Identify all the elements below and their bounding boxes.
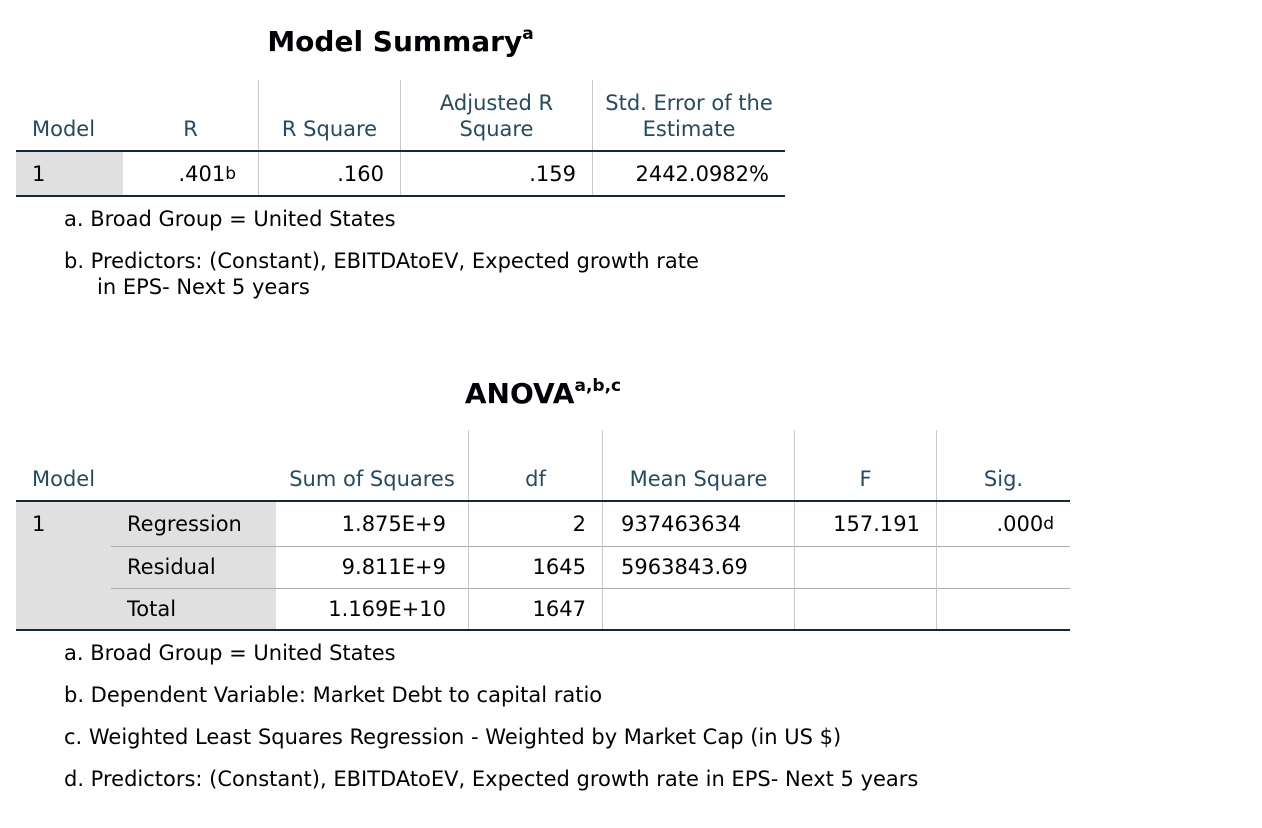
column-header: Sum of Squares: [276, 430, 468, 500]
data-cell: 1.169E+10: [276, 588, 468, 630]
data-cell: 1645: [468, 546, 602, 588]
data-cell-text: 1.169E+10: [328, 597, 446, 621]
data-cell: .401 b: [123, 152, 258, 195]
row-label: Total: [111, 588, 276, 630]
column-header-text: Model: [32, 117, 96, 141]
data-cell-text: 1.875E+9: [341, 512, 446, 536]
column-header-text: Sum of Squares: [289, 467, 455, 491]
data-cell-text: 2: [572, 512, 586, 536]
column-header: Mean Square: [602, 430, 794, 500]
data-cell: .159: [400, 152, 592, 195]
row-rule: [111, 588, 1070, 589]
data-cell: 2442.0982%: [592, 152, 785, 195]
footnote-marker: d: [1043, 514, 1054, 534]
column-header: Sig.: [936, 430, 1070, 500]
row-label: Regression: [111, 502, 276, 546]
footnote: c. Weighted Least Squares Regression - W…: [64, 724, 1064, 750]
column-header: Model: [16, 430, 276, 500]
table-title-text: Model Summary: [267, 25, 523, 58]
footnote-marker: a,b,c: [574, 376, 622, 396]
bottom-rule: [16, 195, 785, 197]
footnote-text: b. Dependent Variable: Market Debt to ca…: [64, 683, 603, 707]
table-title: Model Summarya: [16, 24, 785, 58]
footnote: d. Predictors: (Constant), EBITDAtoEV, E…: [64, 766, 1064, 792]
column-header-text: df: [525, 467, 546, 491]
footnote-marker: a: [522, 24, 534, 44]
column-header-text: Adjusted R Square: [439, 91, 554, 141]
data-cell: 1647: [468, 588, 602, 630]
row-label-text: Total: [127, 597, 177, 621]
footnote: b. Predictors: (Constant), EBITDAtoEV, E…: [64, 248, 724, 300]
header-rule: [16, 150, 785, 152]
footnote: a. Broad Group = United States: [64, 640, 1064, 666]
row-label: 1: [16, 152, 123, 195]
bottom-rule: [16, 629, 1070, 631]
column-header: Adjusted R Square: [400, 80, 592, 150]
footnote-marker: b: [225, 163, 236, 184]
row-label-text: Residual: [127, 555, 216, 579]
footnote-text: b. Predictors: (Constant), EBITDAtoEV, E…: [64, 249, 699, 299]
column-header: Model: [16, 80, 123, 150]
data-cell: [936, 546, 1070, 588]
model-column: [16, 502, 276, 630]
row-label: Residual: [111, 546, 276, 588]
row-label-text: 1: [32, 161, 46, 186]
row-label: 1: [16, 502, 111, 546]
data-cell: .000 d: [936, 502, 1070, 546]
data-cell: 1.875E+9: [276, 502, 468, 546]
footnote: a. Broad Group = United States: [64, 206, 724, 232]
data-cell-text: 937463634: [621, 512, 742, 536]
footnote: b. Dependent Variable: Market Debt to ca…: [64, 682, 1064, 708]
column-header-text: Std. Error of the Estimate: [605, 91, 773, 141]
table-title: ANOVAa,b,c: [16, 376, 1070, 410]
data-cell-text: 1647: [532, 597, 586, 621]
data-cell: 2: [468, 502, 602, 546]
data-cell: 157.191: [794, 502, 936, 546]
data-cell-text: .160: [337, 161, 384, 186]
data-cell: [794, 588, 936, 630]
data-cell-text: 1645: [532, 555, 586, 579]
footnote-text: a. Broad Group = United States: [64, 641, 396, 665]
column-header-text: Sig.: [983, 467, 1024, 491]
table-title-text: ANOVA: [464, 377, 575, 410]
column-header: df: [468, 430, 602, 500]
footnote-text: d. Predictors: (Constant), EBITDAtoEV, E…: [64, 767, 919, 791]
data-cell: [602, 588, 794, 630]
data-cell: 9.811E+9: [276, 546, 468, 588]
data-cell: [936, 588, 1070, 630]
row-label-text: 1: [32, 512, 46, 536]
header-rule: [16, 500, 1070, 502]
data-cell-text: 2442.0982%: [635, 161, 769, 186]
column-header-text: Model: [32, 467, 96, 491]
row-rule: [111, 546, 1070, 547]
data-cell: 937463634: [602, 502, 794, 546]
column-header: R: [123, 80, 258, 150]
data-cell-text: .000: [996, 512, 1044, 536]
data-cell-text: 157.191: [833, 512, 920, 536]
column-header-text: F: [859, 467, 872, 491]
column-header-text: R Square: [281, 117, 378, 141]
data-cell-text: 5963843.69: [621, 555, 748, 579]
footnote-text: c. Weighted Least Squares Regression - W…: [64, 725, 842, 749]
data-cell: 5963843.69: [602, 546, 794, 588]
column-header-text: R: [183, 117, 198, 141]
data-cell: [794, 546, 936, 588]
data-cell: .160: [258, 152, 400, 195]
column-header-text: Mean Square: [629, 467, 768, 491]
footnote-text: a. Broad Group = United States: [64, 207, 396, 231]
row-label-text: Regression: [127, 512, 242, 536]
column-header: Std. Error of the Estimate: [592, 80, 785, 150]
column-header: R Square: [258, 80, 400, 150]
data-cell-text: .159: [529, 161, 576, 186]
data-cell-text: .401: [178, 161, 226, 186]
data-cell-text: 9.811E+9: [341, 555, 446, 579]
column-header: F: [794, 430, 936, 500]
